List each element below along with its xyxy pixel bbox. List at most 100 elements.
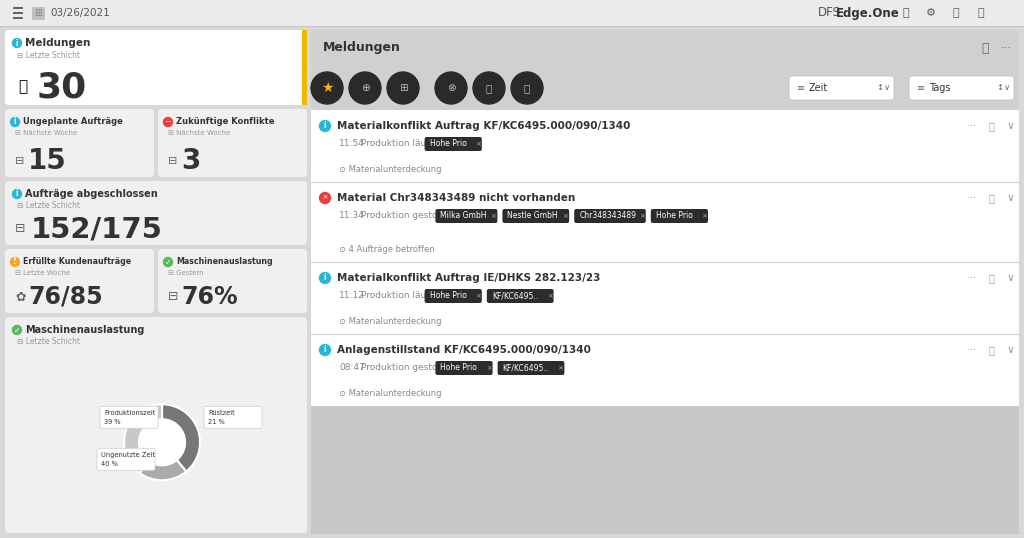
Text: ⊟ Nächste Woche: ⊟ Nächste Woche	[168, 130, 230, 136]
Text: ⊟: ⊟	[168, 156, 177, 166]
Text: ···: ···	[967, 193, 976, 203]
FancyBboxPatch shape	[204, 406, 262, 428]
Bar	[311, 182, 1019, 262]
Text: ⊟ Letzte Schicht: ⊟ Letzte Schicht	[17, 201, 80, 209]
Text: ⊟: ⊟	[15, 156, 25, 166]
FancyBboxPatch shape	[790, 76, 894, 100]
Text: ✓: ✓	[13, 325, 20, 335]
Text: ⊗: ⊗	[446, 83, 456, 93]
Text: Meldungen: Meldungen	[323, 41, 400, 54]
Text: ⊕: ⊕	[360, 83, 370, 93]
Text: 11:34: 11:34	[339, 211, 365, 221]
Text: !: !	[13, 258, 16, 266]
Circle shape	[164, 117, 172, 126]
Text: 🔔: 🔔	[952, 8, 959, 18]
Text: Hohe Prio: Hohe Prio	[440, 364, 477, 372]
Text: 11:12: 11:12	[339, 292, 365, 301]
Text: ⓘ: ⓘ	[485, 83, 493, 93]
Text: ⊟ Letzte Woche: ⊟ Letzte Woche	[15, 270, 70, 276]
Text: ×: ×	[485, 365, 492, 371]
Text: ⊙ Materialunterdeckung: ⊙ Materialunterdeckung	[339, 317, 441, 327]
Text: Materialkonflikt Auftrag IE/DHKS 282.123/23: Materialkonflikt Auftrag IE/DHKS 282.123…	[337, 273, 600, 283]
Circle shape	[311, 72, 343, 104]
Text: i: i	[324, 273, 327, 282]
FancyBboxPatch shape	[574, 209, 646, 223]
Text: ⌕: ⌕	[981, 41, 988, 54]
Text: 76/85: 76/85	[28, 285, 102, 309]
Text: ×: ×	[475, 293, 480, 299]
FancyBboxPatch shape	[651, 209, 708, 223]
Text: ★: ★	[321, 81, 333, 95]
FancyBboxPatch shape	[5, 109, 154, 177]
Text: Hohe Prio: Hohe Prio	[430, 292, 467, 301]
Circle shape	[319, 344, 331, 356]
Text: Chr348343489: Chr348343489	[580, 211, 636, 221]
Text: 30: 30	[37, 70, 87, 104]
Circle shape	[164, 258, 172, 266]
FancyBboxPatch shape	[32, 7, 45, 20]
Text: Ungeplante Aufträge: Ungeplante Aufträge	[23, 117, 123, 126]
Text: ⓘ: ⓘ	[524, 83, 530, 93]
Text: Rüstzeit
21 %: Rüstzeit 21 %	[208, 410, 234, 424]
FancyBboxPatch shape	[97, 448, 155, 470]
Text: Maschinenauslastung: Maschinenauslastung	[176, 258, 272, 266]
Text: 🔖: 🔖	[989, 193, 995, 203]
Circle shape	[473, 72, 505, 104]
Text: ∨: ∨	[1007, 345, 1015, 355]
Text: ≡: ≡	[918, 83, 925, 93]
FancyBboxPatch shape	[5, 30, 307, 105]
Wedge shape	[139, 460, 186, 480]
Wedge shape	[124, 404, 162, 473]
FancyBboxPatch shape	[498, 361, 564, 375]
FancyBboxPatch shape	[909, 76, 1014, 100]
Circle shape	[387, 72, 419, 104]
Text: Hohe Prio: Hohe Prio	[430, 139, 467, 148]
Text: ∨: ∨	[1007, 121, 1015, 131]
Text: 76%: 76%	[181, 285, 238, 309]
Text: i: i	[13, 117, 16, 126]
Text: i: i	[15, 189, 18, 199]
FancyBboxPatch shape	[311, 30, 1019, 66]
Text: 03/26/2021: 03/26/2021	[50, 8, 110, 18]
Text: ∨: ∨	[1004, 83, 1010, 93]
Text: ∨: ∨	[884, 83, 890, 93]
Circle shape	[319, 193, 331, 203]
Text: ×: ×	[701, 213, 707, 219]
Bar	[0, 0, 1024, 26]
Circle shape	[435, 72, 467, 104]
FancyBboxPatch shape	[158, 249, 307, 313]
FancyBboxPatch shape	[158, 109, 307, 177]
FancyBboxPatch shape	[5, 249, 154, 313]
Text: Meldungen: Meldungen	[25, 38, 90, 48]
Circle shape	[12, 189, 22, 199]
Text: Material Chr348343489 nicht vorhanden: Material Chr348343489 nicht vorhanden	[337, 193, 575, 203]
Text: Anlagenstillstand KF/KC6495.000/090/1340: Anlagenstillstand KF/KC6495.000/090/1340	[337, 345, 591, 355]
Text: ×: ×	[562, 213, 568, 219]
Text: ✿: ✿	[15, 291, 26, 303]
Circle shape	[12, 39, 22, 47]
Text: Zeit: Zeit	[809, 83, 828, 93]
Circle shape	[319, 273, 331, 284]
Text: 08:47: 08:47	[339, 364, 365, 372]
Text: Produktionszeit
39 %: Produktionszeit 39 %	[104, 410, 156, 424]
Text: ⊙ Materialunterdeckung: ⊙ Materialunterdeckung	[339, 390, 441, 399]
Text: —: —	[165, 119, 171, 124]
Text: ⊙ 4 Aufträge betroffen: ⊙ 4 Aufträge betroffen	[339, 245, 434, 254]
Text: ⊞: ⊞	[35, 9, 43, 18]
Text: ⊙ Materialunterdeckung: ⊙ Materialunterdeckung	[339, 166, 441, 174]
Text: i: i	[324, 122, 327, 131]
Text: ×: ×	[547, 293, 553, 299]
Text: 🔖: 🔖	[989, 121, 995, 131]
Text: Produktion läuft: Produktion läuft	[361, 139, 433, 148]
Circle shape	[511, 72, 543, 104]
Text: Erfüllte Kundenaufträge: Erfüllte Kundenaufträge	[23, 258, 131, 266]
Text: Nestle GmbH: Nestle GmbH	[508, 211, 558, 221]
Bar	[311, 66, 1019, 110]
Text: Milka GmbH: Milka GmbH	[440, 211, 486, 221]
Text: ···: ···	[1001, 43, 1012, 53]
FancyBboxPatch shape	[425, 137, 482, 151]
Text: 152/175: 152/175	[31, 215, 163, 243]
Text: 🔔: 🔔	[18, 80, 27, 95]
Text: Maschinenauslastung: Maschinenauslastung	[25, 325, 144, 335]
Text: ···: ···	[967, 121, 976, 131]
